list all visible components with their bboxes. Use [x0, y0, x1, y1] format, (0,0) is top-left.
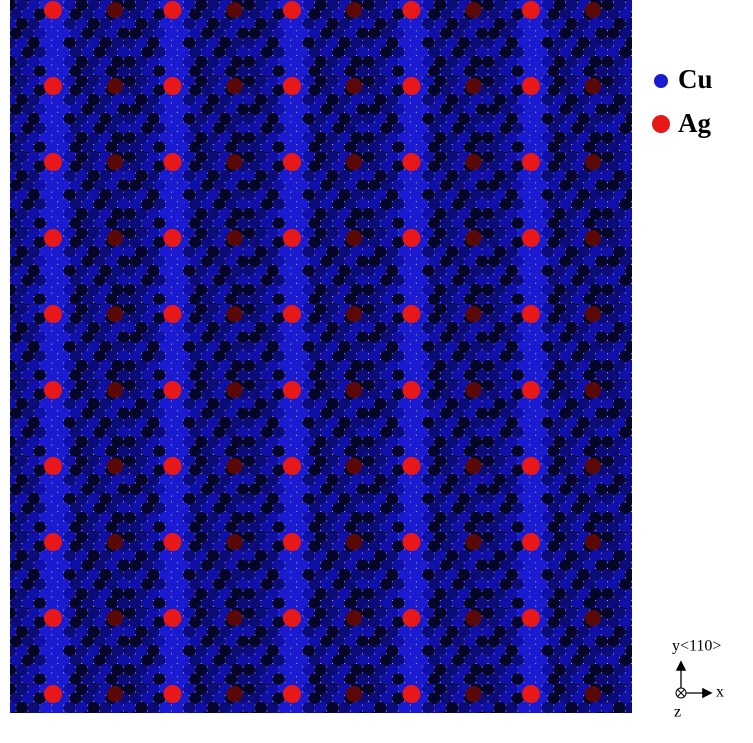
axis-label: z	[674, 704, 681, 721]
legend-marker	[652, 115, 670, 133]
atom-lattice	[10, 0, 632, 713]
page: {"legend": [{"label": "Cu", "color": "#1…	[0, 0, 753, 743]
legend-label: Cu	[678, 64, 713, 94]
legend-label: Ag	[678, 108, 711, 138]
legend: Cu Ag	[652, 64, 713, 138]
figure: Cu Ag y<110> x z	[0, 0, 753, 743]
axis-out-symbol	[678, 690, 685, 697]
axis-label: y<110>	[672, 638, 721, 655]
axis-label: x	[716, 684, 724, 701]
legend-marker	[654, 74, 668, 88]
axis-indicator: y<110> x z	[672, 638, 724, 721]
